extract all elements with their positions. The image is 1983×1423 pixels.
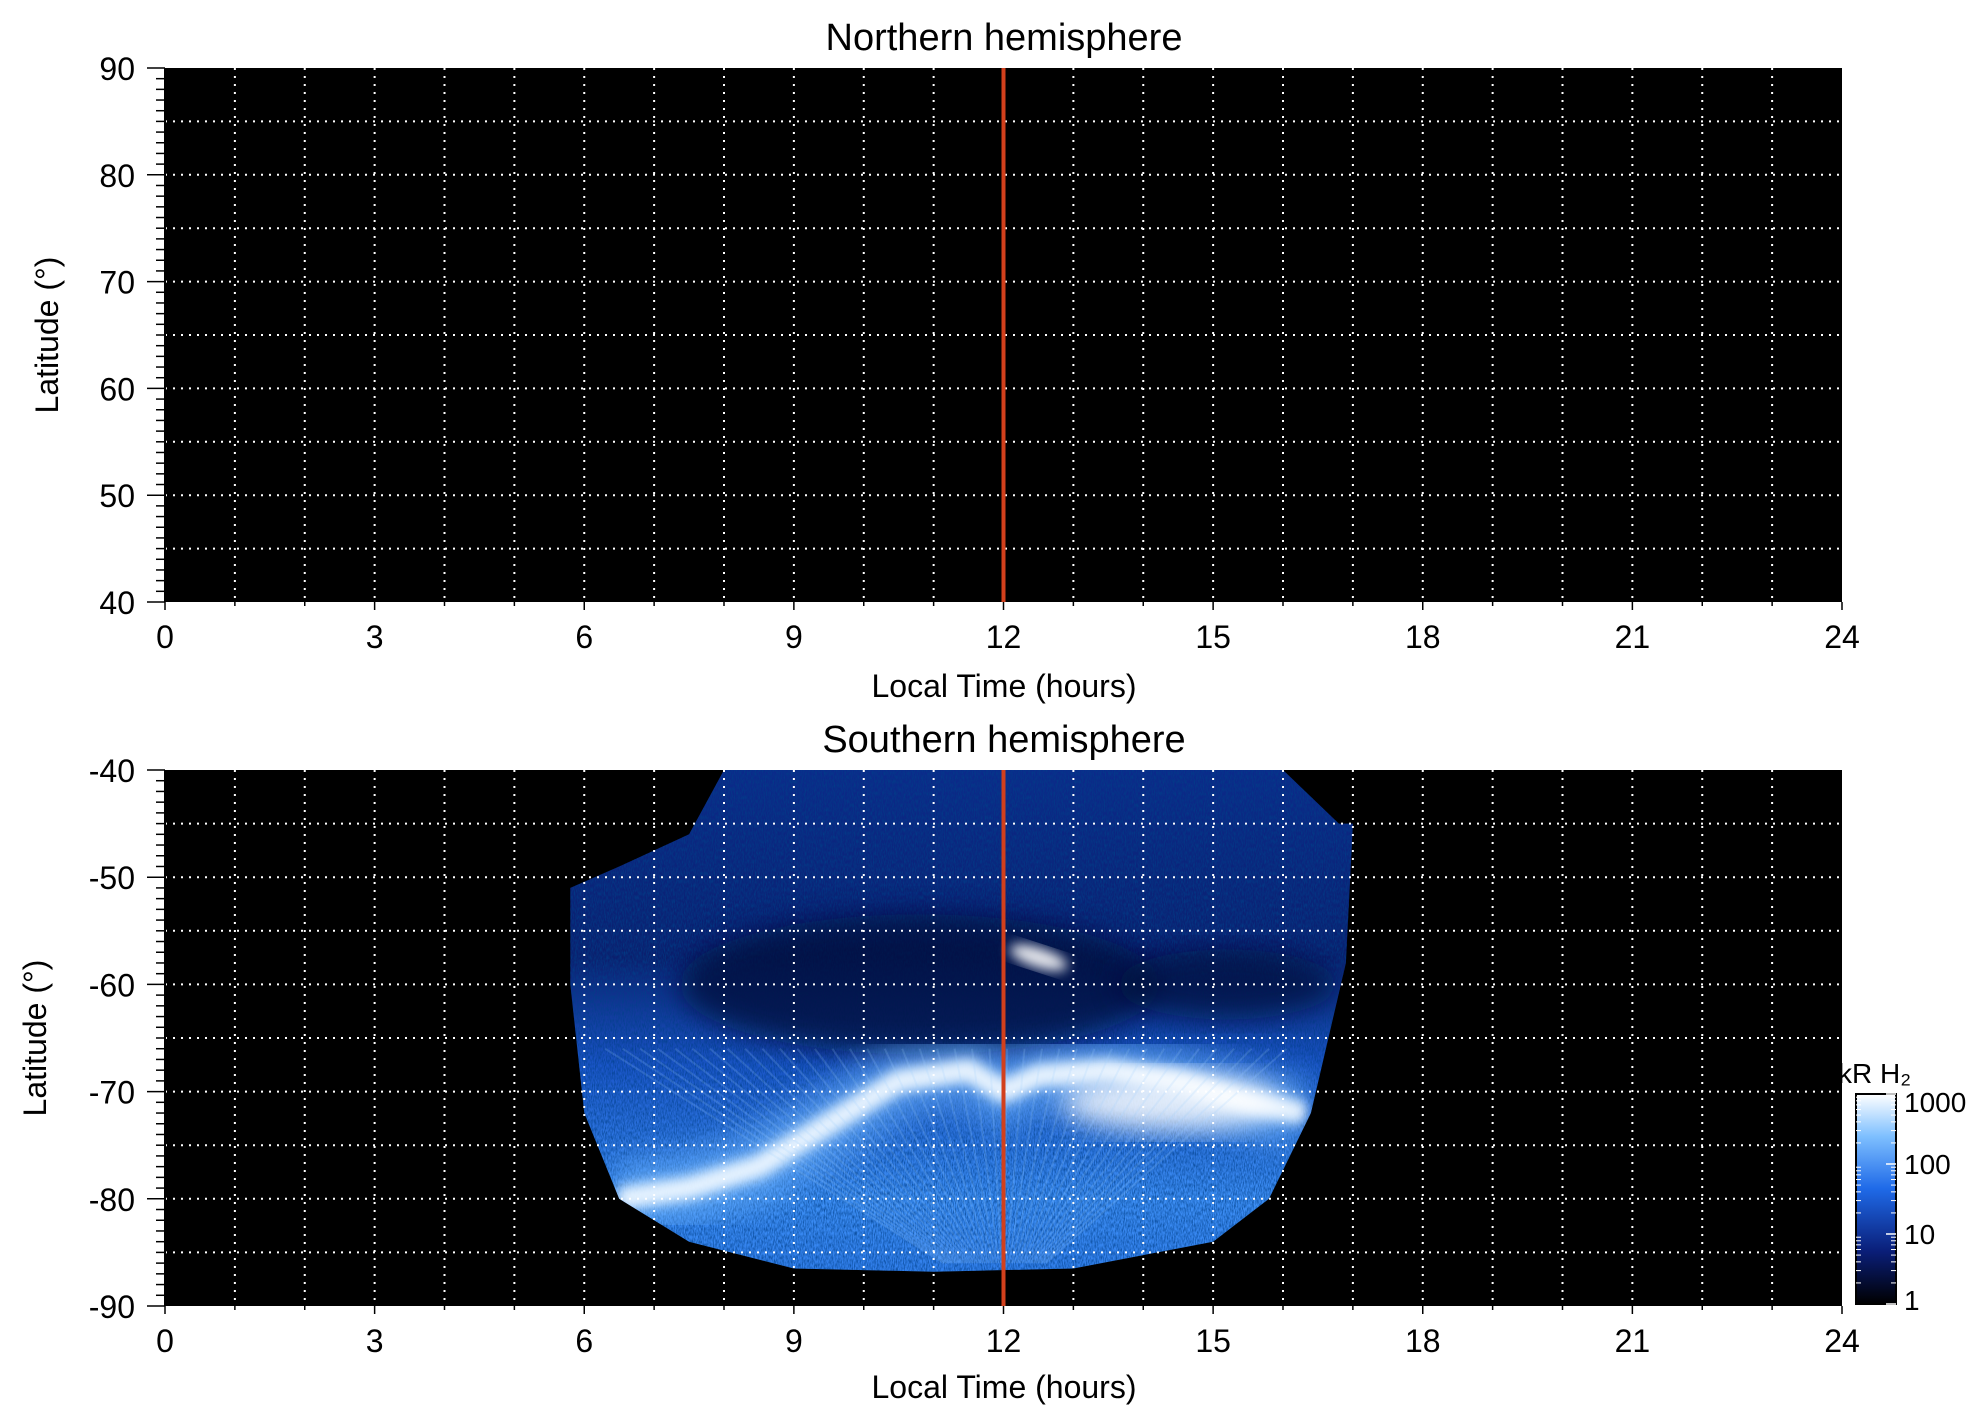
panel-southern: Southern hemisphere 0 3 6 9 12 15 18 21 24 -40 -50…	[17, 719, 1860, 1405]
radial-streak	[831, 1048, 979, 1264]
colorbar-tick-label: 1	[1904, 1285, 1920, 1316]
radial-streak	[1024, 1048, 1148, 1264]
colorbar-ticks: 1000 100 10 1	[1856, 1087, 1966, 1316]
radial-streak	[744, 1048, 966, 1264]
radial-streak	[691, 1047, 958, 1264]
panel-title: Northern hemisphere	[826, 17, 1183, 59]
emission-layers	[570, 770, 1353, 1272]
radial-streak	[988, 1048, 1003, 1264]
radial-streak	[709, 1047, 961, 1264]
radial-streak	[622, 1047, 947, 1264]
radial-streak	[1039, 1048, 1253, 1264]
radial-streak	[796, 1048, 974, 1264]
y-tick-label: -50	[89, 860, 135, 896]
radial-streak	[657, 1047, 953, 1264]
x-tick-label: 6	[575, 619, 593, 655]
y-tick-label: -60	[89, 967, 135, 1003]
radial-streak	[1037, 1048, 1235, 1264]
radial-streak	[1010, 1048, 1061, 1264]
colorbar-tick-label: 100	[1904, 1149, 1951, 1180]
radial-streak	[1008, 1048, 1043, 1264]
colorbar-gradient	[1855, 1093, 1897, 1305]
x-tick-label: 6	[575, 1323, 593, 1359]
x-tick-label: 0	[156, 619, 174, 655]
x-tick-label: 12	[986, 1323, 1022, 1359]
y-tick-label: -90	[89, 1289, 135, 1325]
bright-patch	[1061, 1074, 1282, 1131]
cusp-spot	[1009, 944, 1068, 971]
radial-streak	[1045, 1047, 1288, 1264]
y-tick-label: -40	[89, 753, 135, 789]
radial-streak	[1032, 1048, 1200, 1264]
radial-streak	[1021, 1048, 1131, 1264]
x-tick-label: 0	[156, 1323, 174, 1359]
y-axis-label: Latitude (°)	[17, 960, 53, 1117]
y-tick-label: -80	[89, 1182, 135, 1218]
radial-streak	[848, 1048, 982, 1264]
radial-streak	[866, 1048, 984, 1264]
radial-streak	[1013, 1048, 1078, 1264]
panel-northern: Northern hemisphere 0 3 6 9 12 15 18 21 24 90 80 70…	[29, 17, 1860, 704]
grid	[165, 68, 1842, 602]
y-axis-label: Latitude (°)	[29, 257, 65, 414]
x-tick-label: 9	[785, 619, 803, 655]
x-tick-label: 21	[1615, 1323, 1651, 1359]
radial-streak	[1018, 1048, 1113, 1264]
radial-streak	[971, 1048, 1000, 1264]
x-axis-label: Local Time (hours)	[872, 1369, 1137, 1405]
x-tick-label: 24	[1824, 1323, 1860, 1359]
x-tick-label: 21	[1615, 619, 1651, 655]
radial-streak	[918, 1048, 992, 1264]
radial-streak	[1026, 1048, 1166, 1264]
radial-streak	[1029, 1048, 1183, 1264]
x-tick-label: 3	[366, 1323, 384, 1359]
y-tick-label: -70	[89, 1075, 135, 1111]
radial-streak	[814, 1048, 977, 1264]
radial-streak	[883, 1048, 987, 1264]
x-tick-label: 3	[366, 619, 384, 655]
y-tick-label: 60	[99, 371, 135, 407]
x-tick-label: 24	[1824, 619, 1860, 655]
axes: 0 3 6 9 12 15 18 21 24 -40 -50 -60 -70 -80 -90	[89, 753, 1860, 1359]
colorbar: kR H₂ 1000 100 10 1	[1838, 1058, 1966, 1316]
radial-streak	[726, 1047, 963, 1264]
radial-streak	[779, 1048, 971, 1264]
radial-streak	[1016, 1048, 1096, 1264]
y-tick-label: 40	[99, 585, 135, 621]
x-tick-label: 9	[785, 1323, 803, 1359]
x-tick-label: 15	[1195, 619, 1231, 655]
radial-streak	[1042, 1047, 1270, 1264]
radial-streak	[674, 1047, 955, 1264]
colorbar-tick-label: 1000	[1904, 1087, 1966, 1118]
radial-streak	[936, 1048, 995, 1264]
axes: 0 3 6 9 12 15 18 21 24 90 80 70 60 50 40	[99, 51, 1859, 655]
panel-title: Southern hemisphere	[822, 719, 1185, 761]
radial-streak	[1034, 1048, 1218, 1264]
x-tick-label: 18	[1405, 1323, 1441, 1359]
y-tick-label: 50	[99, 478, 135, 514]
colorbar-label: kR H₂	[1838, 1058, 1911, 1089]
radial-streak	[604, 1047, 945, 1264]
radial-streak	[901, 1048, 990, 1264]
x-tick-label: 18	[1405, 619, 1441, 655]
dark-region	[679, 914, 1160, 1055]
colorbar-tick-label: 10	[1904, 1219, 1935, 1250]
x-axis-label: Local Time (hours)	[872, 668, 1137, 704]
auroral-emission	[570, 770, 1353, 1272]
dark-region	[1117, 949, 1338, 1020]
x-tick-label: 12	[986, 619, 1022, 655]
radial-streak	[953, 1048, 998, 1264]
radial-streak	[1005, 1048, 1026, 1264]
x-tick-label: 15	[1195, 1323, 1231, 1359]
y-tick-label: 90	[99, 51, 135, 87]
y-tick-label: 70	[99, 265, 135, 301]
y-tick-label: 80	[99, 158, 135, 194]
